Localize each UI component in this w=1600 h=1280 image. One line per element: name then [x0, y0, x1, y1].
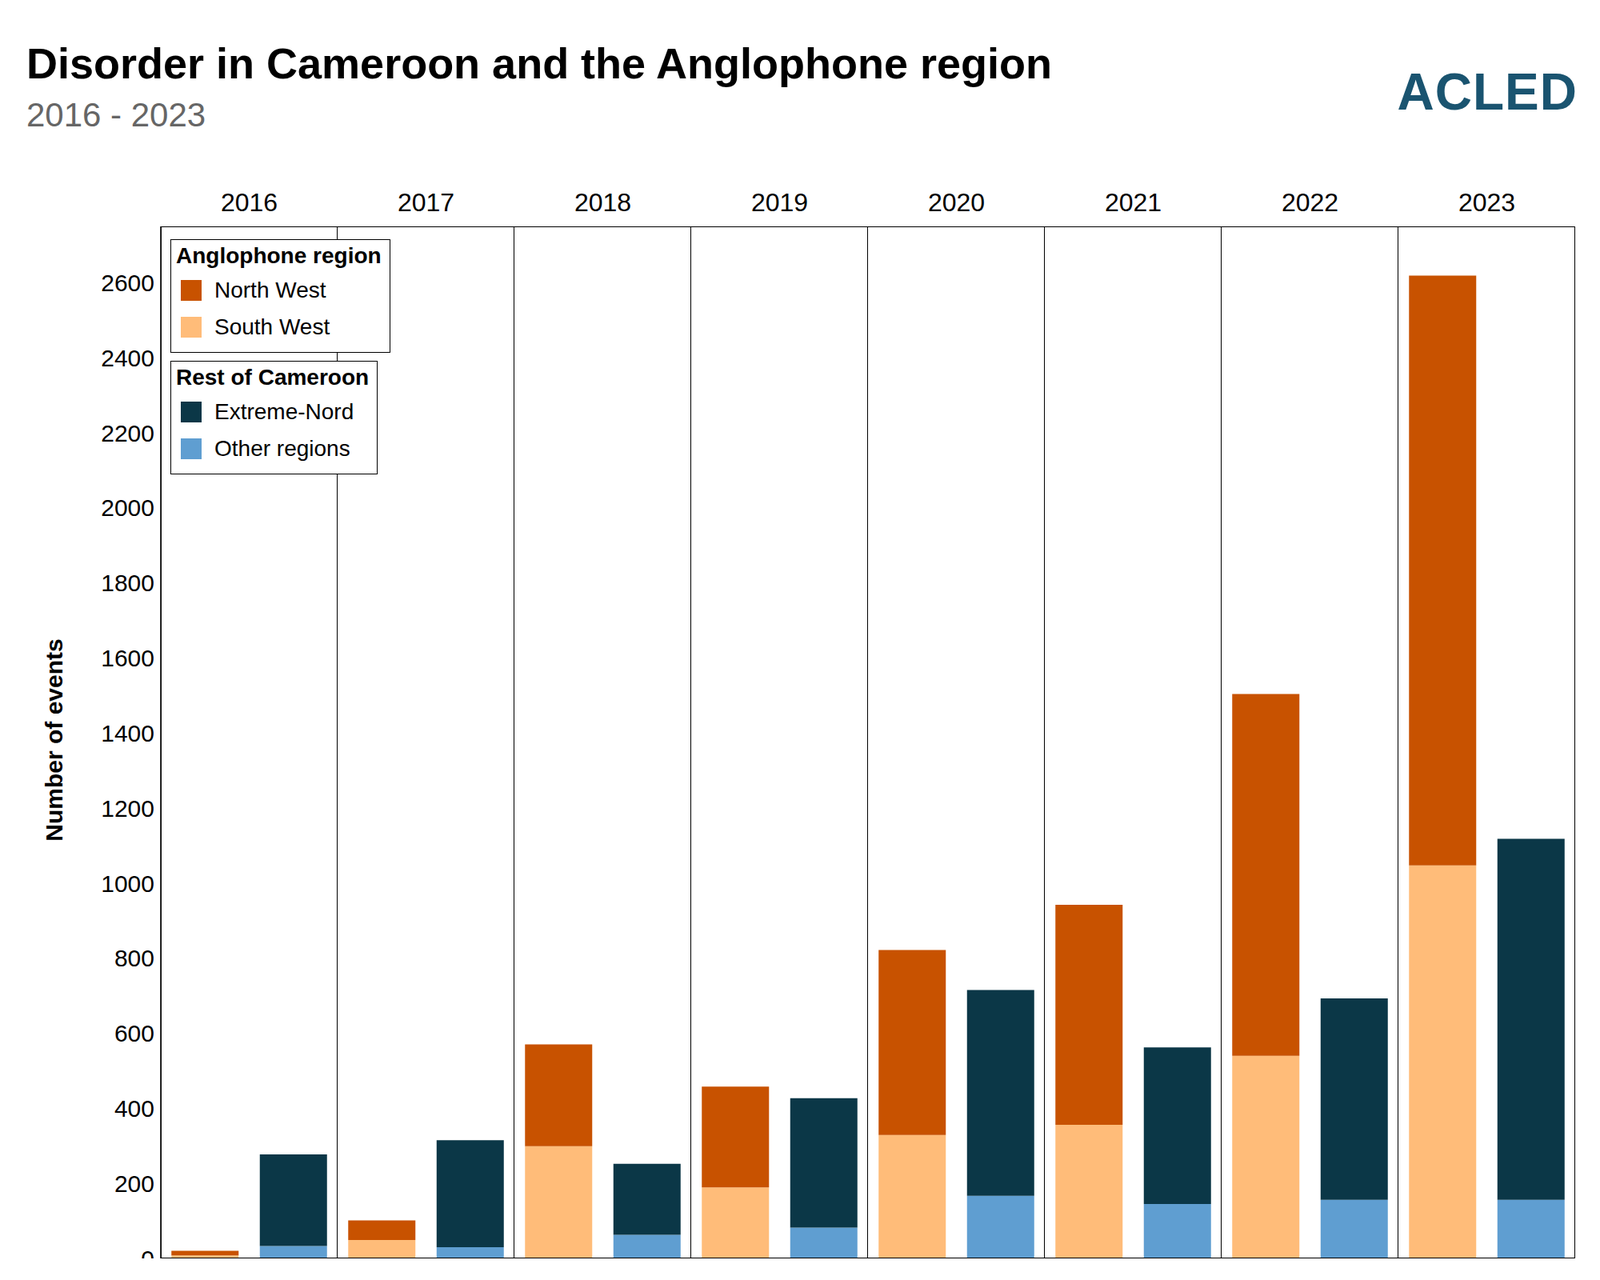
html-text:North West: North West — [214, 277, 326, 303]
svg-text:2400: 2400 — [100, 344, 155, 372]
svg-text:0: 0 — [140, 1245, 155, 1259]
html-text:2021: 2021 — [1104, 188, 1162, 217]
svg-text:1800: 1800 — [100, 569, 155, 596]
html-text:ACLED: ACLED — [1397, 63, 1578, 121]
html-text:Number of events: Number of events — [40, 638, 68, 842]
svg-text:2200: 2200 — [100, 420, 155, 447]
html-text:2018: 2018 — [574, 188, 632, 217]
html-text:South West: South West — [214, 314, 330, 340]
html-text:2022: 2022 — [1281, 188, 1339, 217]
svg-text:1000: 1000 — [100, 870, 155, 897]
html-text:Extreme-Nord: Extreme-Nord — [214, 399, 354, 424]
svg-text:1400: 1400 — [100, 720, 155, 747]
html-text:2016: 2016 — [220, 188, 278, 217]
svg-text:600: 600 — [114, 1020, 155, 1047]
svg-text:2600: 2600 — [100, 269, 155, 296]
svg-text:2000: 2000 — [100, 494, 155, 521]
html-text:Anglophone region: Anglophone region — [176, 243, 382, 268]
svg-text:400: 400 — [114, 1095, 155, 1122]
html-text:2016 - 2023: 2016 - 2023 — [26, 96, 206, 134]
html-text:2019: 2019 — [751, 188, 809, 217]
html-text:2020: 2020 — [927, 188, 985, 217]
html-text:Other regions: Other regions — [214, 436, 351, 461]
html-text:Rest of Cameroon: Rest of Cameroon — [176, 364, 369, 390]
html-text:2023: 2023 — [1458, 188, 1516, 217]
svg-text:1600: 1600 — [100, 644, 155, 672]
svg-text:800: 800 — [114, 944, 155, 972]
svg-text:1200: 1200 — [100, 795, 155, 822]
svg-text:200: 200 — [114, 1170, 155, 1197]
html-text:Disorder in Cameroon and the A: Disorder in Cameroon and the Anglophone … — [26, 39, 1053, 88]
html-text:2017: 2017 — [397, 188, 455, 217]
